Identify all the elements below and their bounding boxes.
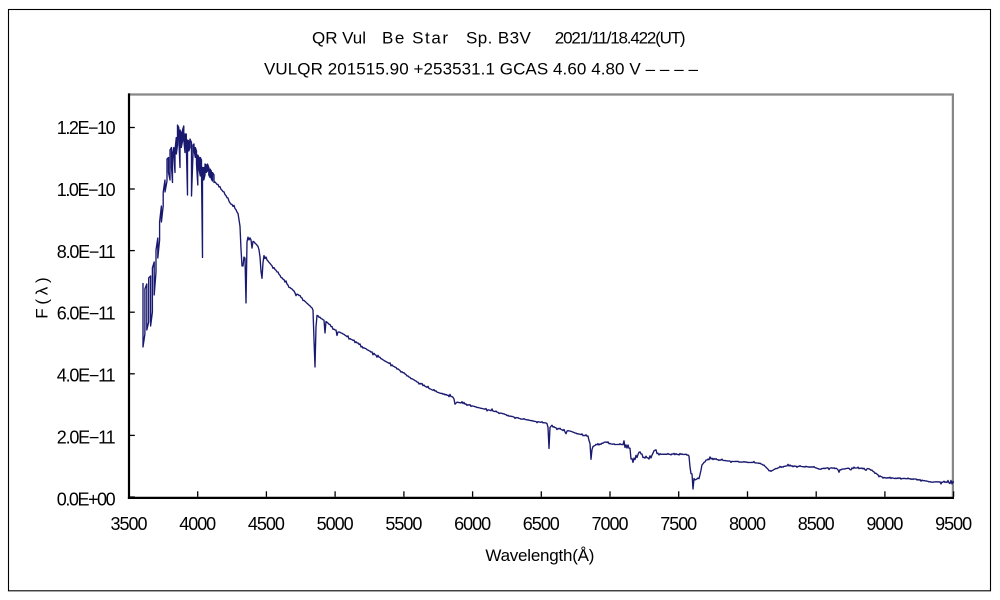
svg-text:7500: 7500 bbox=[660, 514, 697, 534]
svg-text:4000: 4000 bbox=[179, 514, 216, 534]
svg-text:9000: 9000 bbox=[866, 514, 903, 534]
svg-text:QR Vul: QR Vul bbox=[312, 29, 366, 48]
svg-text:9500: 9500 bbox=[935, 514, 972, 534]
svg-text:5500: 5500 bbox=[385, 514, 422, 534]
svg-text:Wavelength(Å): Wavelength(Å) bbox=[485, 546, 594, 565]
svg-text:6500: 6500 bbox=[523, 514, 560, 534]
svg-text:0.0E+00: 0.0E+00 bbox=[57, 489, 116, 509]
svg-text:4.0E−11: 4.0E−11 bbox=[57, 366, 116, 386]
svg-text:Be Star: Be Star bbox=[382, 29, 448, 48]
svg-text:2021/11/18.422(UT): 2021/11/18.422(UT) bbox=[555, 29, 686, 48]
svg-text:6.0E−11: 6.0E−11 bbox=[57, 304, 116, 324]
svg-text:3500: 3500 bbox=[111, 514, 148, 534]
svg-text:5000: 5000 bbox=[317, 514, 354, 534]
svg-text:8500: 8500 bbox=[798, 514, 835, 534]
svg-text:1.0E−10: 1.0E−10 bbox=[57, 180, 116, 200]
svg-text:7000: 7000 bbox=[592, 514, 629, 534]
svg-text:8.0E−11: 8.0E−11 bbox=[57, 242, 116, 262]
svg-text:VULQR 201515.90 +253531.1 GCAS: VULQR 201515.90 +253531.1 GCAS 4.60 4.80… bbox=[264, 59, 699, 78]
svg-text:Sp. B3V: Sp. B3V bbox=[466, 29, 531, 48]
svg-text:1.2E−10: 1.2E−10 bbox=[57, 118, 116, 138]
svg-text:4500: 4500 bbox=[248, 514, 285, 534]
svg-text:6000: 6000 bbox=[454, 514, 491, 534]
svg-text:2.0E−11: 2.0E−11 bbox=[57, 428, 116, 448]
svg-text:8000: 8000 bbox=[729, 514, 766, 534]
svg-text:F(λ): F(λ) bbox=[33, 277, 52, 318]
